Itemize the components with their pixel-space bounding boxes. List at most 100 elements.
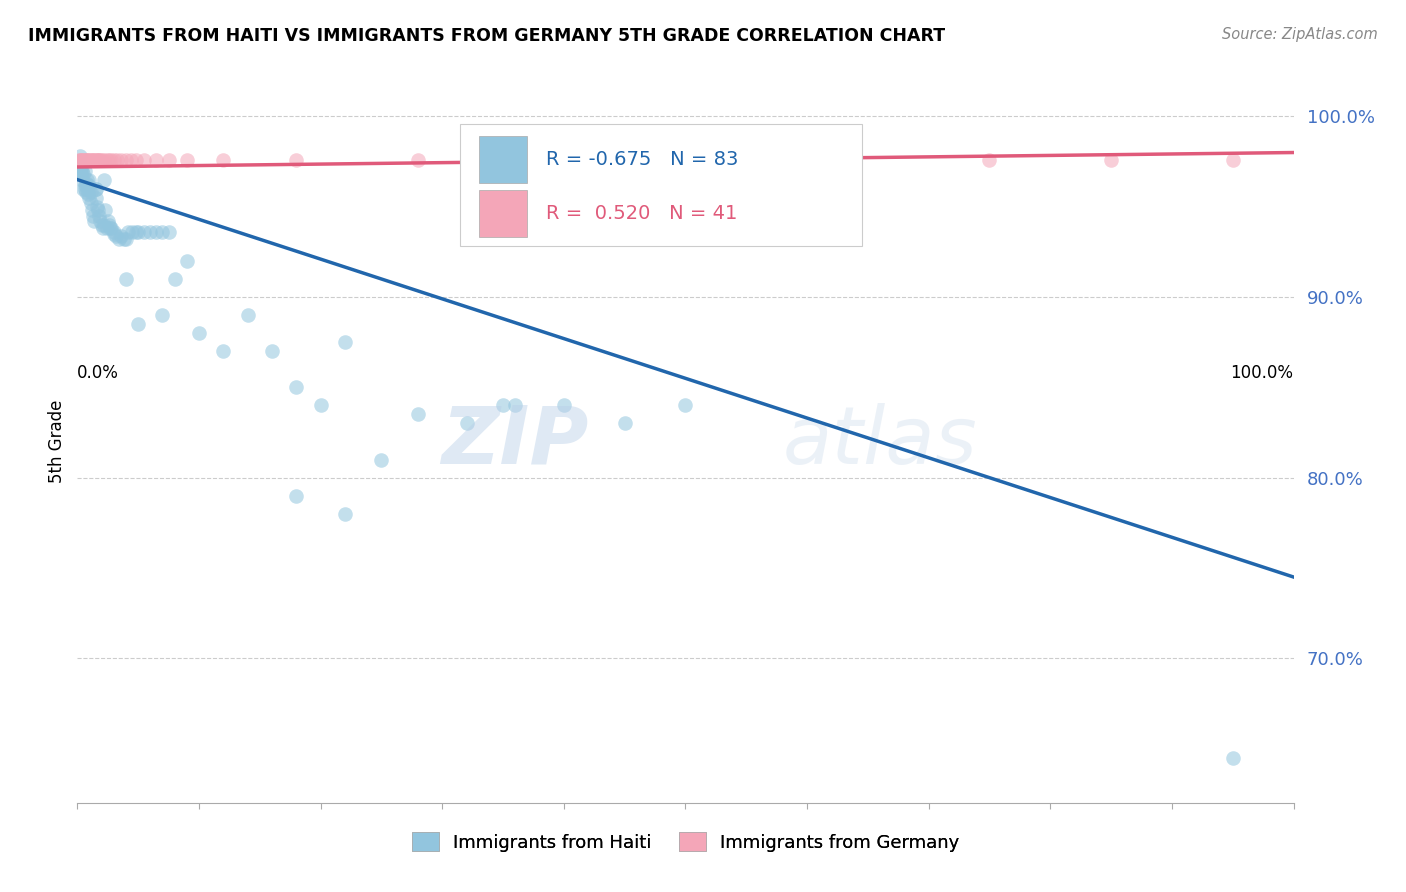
Point bbox=[96, 221, 118, 235]
Point bbox=[188, 326, 211, 341]
Point bbox=[84, 153, 107, 167]
Point bbox=[70, 167, 93, 181]
Point bbox=[89, 153, 111, 167]
Text: 100.0%: 100.0% bbox=[1230, 364, 1294, 382]
Point bbox=[87, 203, 110, 218]
Point bbox=[117, 225, 139, 239]
Point bbox=[80, 186, 103, 200]
Point bbox=[82, 153, 104, 167]
Point bbox=[73, 163, 96, 178]
FancyBboxPatch shape bbox=[478, 190, 527, 236]
Point bbox=[260, 344, 283, 359]
Point bbox=[110, 153, 132, 167]
Point bbox=[97, 218, 120, 232]
Point bbox=[100, 221, 122, 235]
Point bbox=[69, 149, 91, 163]
Point bbox=[70, 160, 93, 174]
Point bbox=[84, 182, 107, 196]
Point bbox=[89, 209, 111, 223]
Point bbox=[77, 153, 100, 167]
Point bbox=[80, 153, 103, 167]
Point bbox=[69, 163, 91, 178]
Point bbox=[675, 398, 697, 412]
Point bbox=[90, 153, 112, 167]
Text: ZIP: ZIP bbox=[440, 402, 588, 481]
Point bbox=[176, 253, 198, 268]
Point bbox=[93, 218, 115, 232]
Point bbox=[145, 225, 167, 239]
Point bbox=[73, 153, 96, 167]
Point bbox=[70, 163, 93, 178]
Point bbox=[77, 178, 100, 192]
Point bbox=[285, 380, 308, 394]
Point bbox=[80, 196, 103, 211]
Text: Source: ZipAtlas.com: Source: ZipAtlas.com bbox=[1222, 27, 1378, 42]
Text: atlas: atlas bbox=[783, 402, 977, 481]
Point bbox=[1222, 153, 1244, 167]
Point bbox=[1222, 750, 1244, 764]
Point bbox=[145, 153, 167, 167]
Point bbox=[87, 153, 110, 167]
Legend: Immigrants from Haiti, Immigrants from Germany: Immigrants from Haiti, Immigrants from G… bbox=[405, 825, 966, 859]
Point bbox=[79, 191, 101, 205]
Point bbox=[97, 153, 120, 167]
Point bbox=[86, 153, 108, 167]
Point bbox=[103, 227, 125, 241]
Point bbox=[333, 507, 356, 521]
Point bbox=[76, 153, 98, 167]
FancyBboxPatch shape bbox=[478, 136, 527, 183]
Point bbox=[370, 452, 392, 467]
Point bbox=[72, 182, 94, 196]
Point bbox=[91, 221, 114, 235]
Point bbox=[121, 225, 143, 239]
Point bbox=[285, 489, 308, 503]
Point bbox=[72, 153, 94, 167]
Point bbox=[112, 232, 135, 246]
Point bbox=[176, 153, 198, 167]
Point bbox=[553, 398, 575, 412]
Point bbox=[236, 308, 259, 322]
FancyBboxPatch shape bbox=[460, 124, 862, 246]
Point bbox=[152, 308, 174, 322]
Point bbox=[84, 182, 107, 196]
Point bbox=[107, 232, 129, 246]
Point bbox=[100, 153, 122, 167]
Point bbox=[212, 344, 235, 359]
Point bbox=[285, 153, 308, 167]
Text: R =  0.520   N = 41: R = 0.520 N = 41 bbox=[546, 203, 737, 223]
Point bbox=[97, 214, 120, 228]
Point bbox=[115, 232, 138, 246]
Point bbox=[110, 228, 132, 243]
Point bbox=[75, 176, 97, 190]
Point bbox=[77, 187, 100, 202]
Point bbox=[163, 272, 186, 286]
Point bbox=[157, 225, 180, 239]
Point bbox=[67, 154, 90, 169]
Point bbox=[80, 153, 103, 167]
Point bbox=[103, 225, 125, 239]
Point bbox=[613, 417, 636, 431]
Point bbox=[75, 186, 97, 200]
Point bbox=[735, 153, 758, 167]
Point bbox=[309, 398, 332, 412]
Point bbox=[503, 398, 526, 412]
Point bbox=[212, 153, 235, 167]
Point bbox=[73, 178, 96, 192]
Point bbox=[84, 191, 107, 205]
Point bbox=[979, 153, 1001, 167]
Point bbox=[134, 153, 156, 167]
Point bbox=[456, 417, 478, 431]
Point bbox=[333, 335, 356, 350]
Point bbox=[76, 172, 98, 186]
Point bbox=[157, 153, 180, 167]
Text: 0.0%: 0.0% bbox=[77, 364, 120, 382]
Point bbox=[75, 153, 97, 167]
Point bbox=[93, 172, 115, 186]
Point bbox=[86, 200, 108, 214]
Point bbox=[1099, 153, 1122, 167]
Text: IMMIGRANTS FROM HAITI VS IMMIGRANTS FROM GERMANY 5TH GRADE CORRELATION CHART: IMMIGRANTS FROM HAITI VS IMMIGRANTS FROM… bbox=[28, 27, 945, 45]
Point bbox=[115, 153, 138, 167]
Point bbox=[80, 203, 103, 218]
Point bbox=[406, 408, 429, 422]
Point bbox=[83, 153, 105, 167]
